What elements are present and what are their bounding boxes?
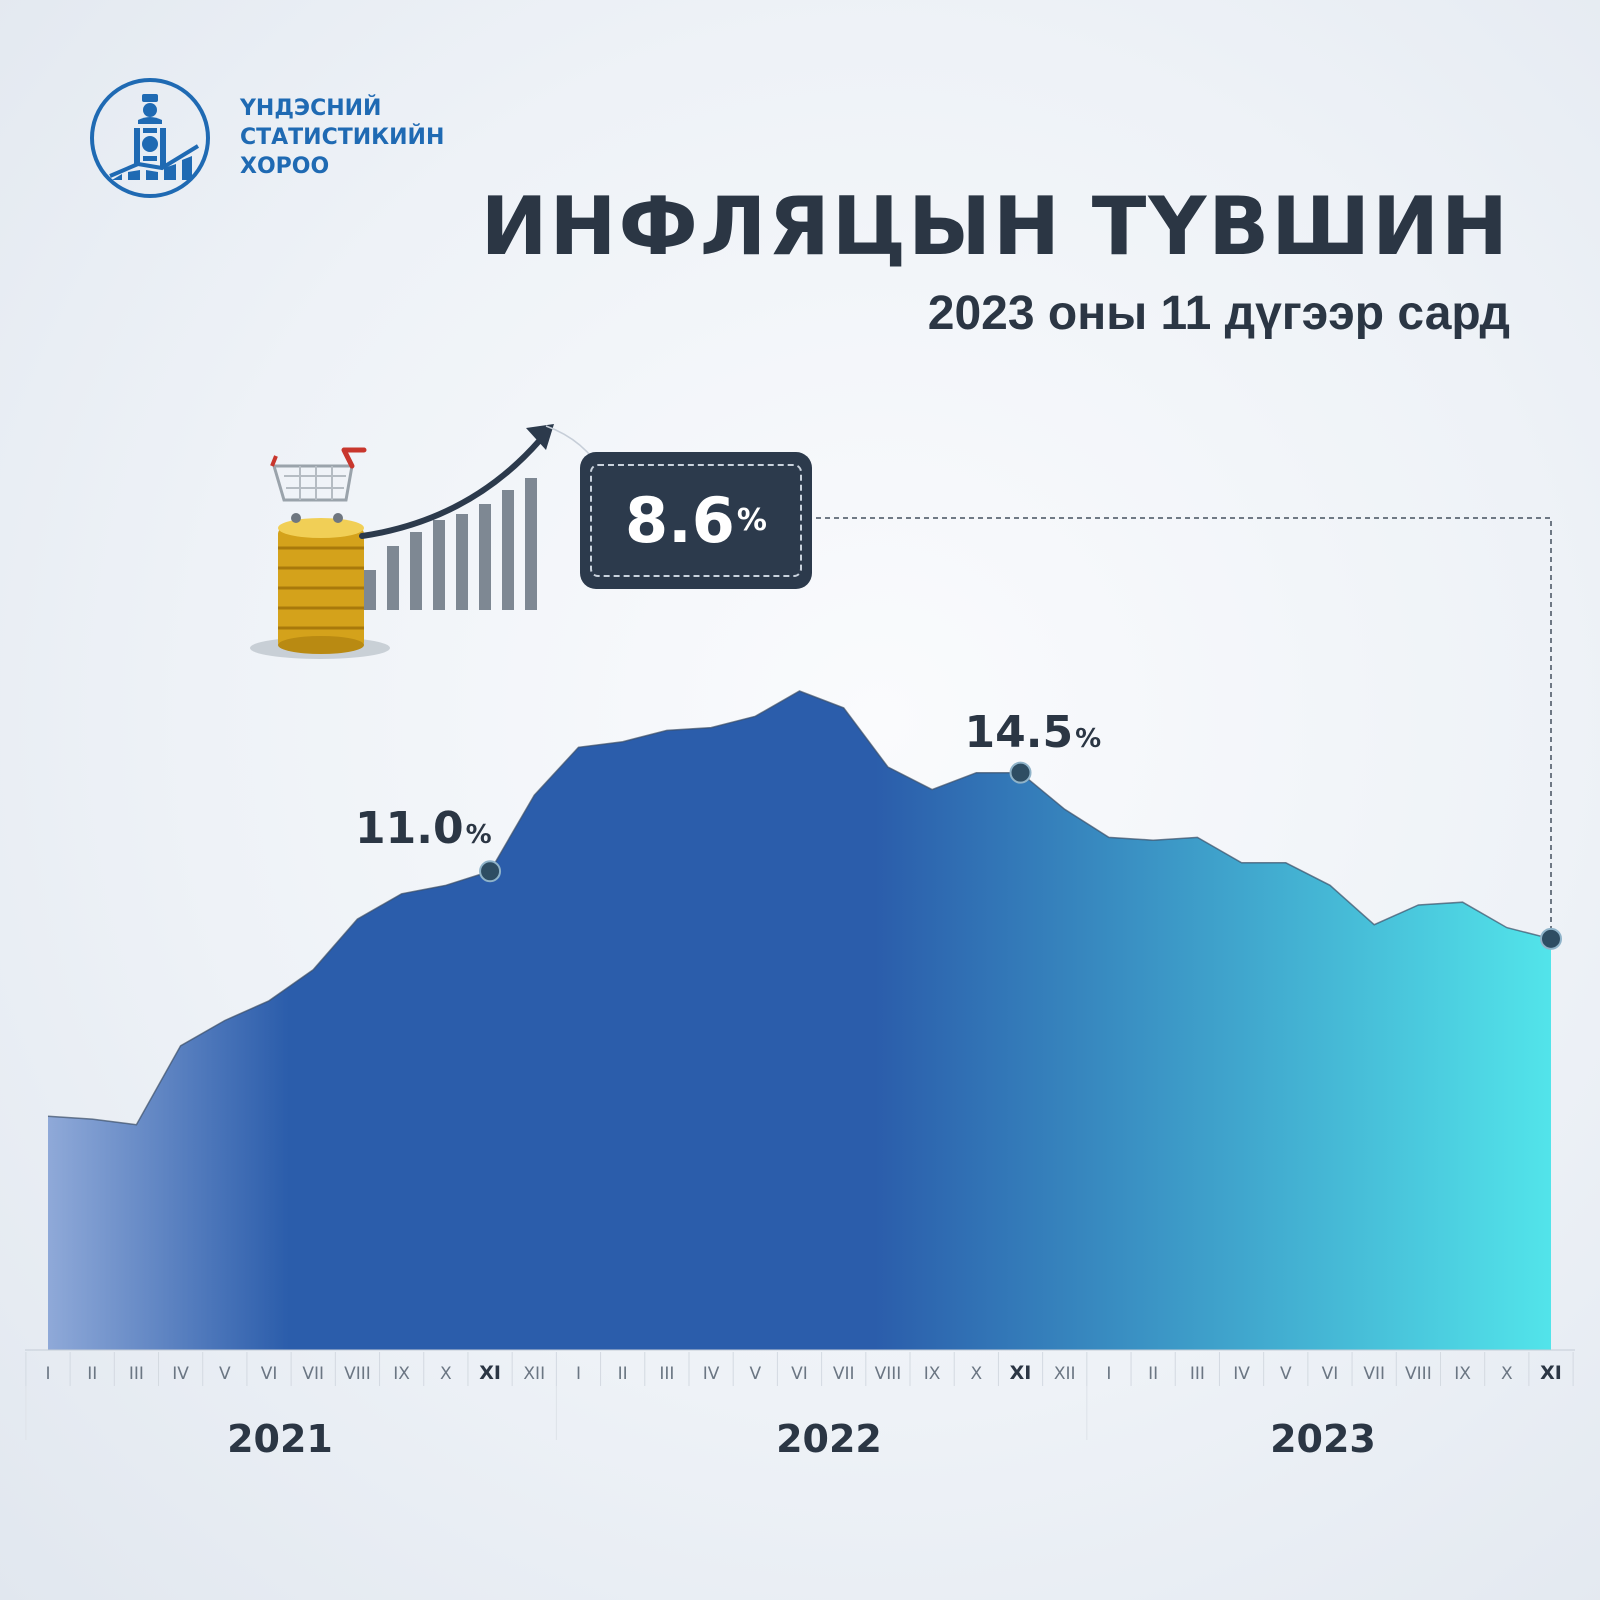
- growth-bar: [502, 490, 514, 610]
- month-label: IV: [1233, 1364, 1250, 1384]
- month-label: V: [219, 1364, 231, 1384]
- month-label: II: [1148, 1364, 1158, 1384]
- growth-bar: [456, 514, 468, 610]
- growth-bar: [479, 504, 491, 610]
- month-label: XII: [1054, 1364, 1076, 1384]
- growth-bars: [364, 478, 537, 610]
- logo-line: СТАТИСТИКИЙН: [240, 125, 445, 150]
- inflation-line: [47, 690, 1552, 1126]
- annotation-label-2021-xi: 11.0%: [355, 803, 492, 854]
- soyombo-emblem-icon: [90, 78, 210, 198]
- month-label: IX: [924, 1364, 941, 1384]
- callout-leader-line: [816, 517, 1552, 939]
- month-label: XI: [479, 1362, 501, 1384]
- month-label: IX: [393, 1364, 410, 1384]
- month-label: II: [87, 1364, 97, 1384]
- month-label: V: [749, 1364, 761, 1384]
- month-label: VIII: [344, 1364, 371, 1384]
- growth-illustration: [250, 424, 610, 659]
- coins-cart-growth-icon: [270, 447, 367, 654]
- annotation-value: 11.0: [355, 803, 464, 855]
- annotation-unit: %: [1075, 723, 1102, 754]
- year-label: 2021: [227, 1417, 333, 1461]
- callout-value: 8.6: [625, 484, 735, 557]
- month-label: VII: [833, 1364, 855, 1384]
- month-ticks: [25, 1352, 1574, 1440]
- page-subtitle: 2023 оны 11 дүгээр сард: [927, 287, 1510, 340]
- month-label: III: [659, 1364, 674, 1384]
- month-label: XII: [523, 1364, 545, 1384]
- growth-bar: [387, 546, 399, 610]
- growth-bar: [410, 532, 422, 610]
- month-label: IV: [172, 1364, 189, 1384]
- inflation-area: [48, 691, 1551, 1350]
- year-labels: 2021 2022 2023: [227, 1417, 1376, 1461]
- annotation-value: 14.5: [964, 706, 1074, 758]
- month-label: X: [970, 1364, 982, 1384]
- year-label: 2022: [776, 1417, 882, 1461]
- year-label: 2023: [1270, 1417, 1376, 1461]
- logo-line: ХОРОО: [240, 154, 330, 179]
- data-point-marker: [479, 860, 502, 883]
- month-labels: I II III IV V VI VII VIII IX X XI XII I II III IV V VI VII…: [45, 1362, 1561, 1384]
- annotation-label-2022-xi: 14.5%: [965, 707, 1102, 758]
- logo-text: ҮНДЭСНИЙ СТАТИСТИКИЙН ХОРОО: [240, 94, 444, 181]
- month-label: III: [1190, 1364, 1205, 1384]
- month-label: I: [45, 1364, 50, 1384]
- logo-line: ҮНДЭСНИЙ: [240, 96, 382, 121]
- nso-logo: ҮНДЭСНИЙ СТАТИСТИКИЙН ХОРОО: [88, 76, 468, 206]
- month-label: VIII: [875, 1364, 902, 1384]
- month-label: XI: [1540, 1362, 1562, 1384]
- data-point-marker: [1009, 761, 1032, 784]
- current-value-callout: 8.6%: [580, 452, 812, 589]
- growth-bar: [433, 520, 445, 610]
- callout-dashed-frame: 8.6%: [590, 464, 802, 577]
- month-label: VI: [791, 1364, 808, 1384]
- data-point-marker: [1540, 927, 1562, 950]
- month-label: III: [129, 1364, 144, 1384]
- month-label: VIII: [1405, 1364, 1432, 1384]
- annotation-unit: %: [465, 820, 492, 851]
- callout-unit: %: [736, 503, 767, 538]
- month-label: VII: [302, 1364, 324, 1384]
- month-label: I: [1106, 1364, 1111, 1384]
- month-label: X: [1501, 1364, 1513, 1384]
- month-label: II: [618, 1364, 628, 1384]
- month-label: IV: [703, 1364, 720, 1384]
- month-label: IX: [1454, 1364, 1471, 1384]
- month-label: XI: [1010, 1362, 1032, 1384]
- month-label: VII: [1363, 1364, 1385, 1384]
- growth-bar: [525, 478, 537, 610]
- month-label: X: [440, 1364, 452, 1384]
- highlight-points: [479, 761, 1562, 950]
- growth-bar: [364, 570, 376, 610]
- month-label: VI: [1322, 1364, 1339, 1384]
- month-label: I: [576, 1364, 581, 1384]
- month-label: VI: [261, 1364, 278, 1384]
- page-title: ИНФЛЯЦЫН ТҮВШИН: [480, 180, 1510, 273]
- month-label: V: [1280, 1364, 1292, 1384]
